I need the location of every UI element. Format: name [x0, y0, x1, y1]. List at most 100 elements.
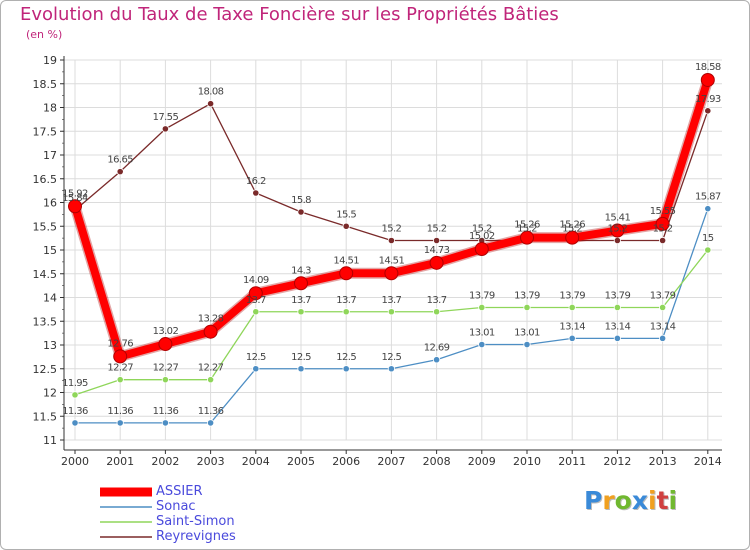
data-point-sonac — [432, 356, 441, 364]
data-label-saint-simon: 13.7 — [291, 295, 311, 306]
y-tick-label: 16.5 — [33, 173, 58, 186]
data-point-saint-simon — [297, 308, 305, 316]
data-label-sonac: 11.36 — [62, 406, 88, 417]
data-point-reyrevignes — [252, 189, 260, 197]
data-label-sonac: 11.36 — [107, 406, 133, 417]
data-label-saint-simon: 13.79 — [469, 290, 495, 301]
data-point-sonac — [161, 419, 169, 427]
data-point-sonac — [478, 340, 486, 349]
y-tick-label: 15 — [43, 244, 57, 257]
x-tick-label: 2001 — [106, 455, 134, 468]
x-tick-label: 2011 — [558, 455, 586, 468]
data-point-assier — [655, 216, 670, 231]
data-label-reyrevignes: 15.2 — [381, 224, 401, 235]
data-point-sonac — [658, 334, 667, 342]
y-tick-label: 12.5 — [33, 363, 58, 376]
data-point-assier — [520, 230, 534, 245]
x-tick-label: 2004 — [242, 455, 270, 468]
data-point-assier — [68, 199, 82, 214]
data-label-saint-simon: 12.27 — [198, 363, 224, 374]
data-label-saint-simon: 12.27 — [153, 363, 179, 374]
data-point-sonac — [387, 365, 395, 373]
data-point-sonac — [207, 419, 215, 427]
y-tick-label: 17 — [43, 149, 57, 162]
y-tick-label: 18.5 — [33, 78, 58, 91]
data-point-assier — [610, 223, 625, 238]
legend-item-reyrevignes: Reyrevignes — [100, 529, 236, 544]
data-label-reyrevignes: 17.55 — [153, 112, 179, 123]
data-label-assier: 12.76 — [107, 338, 133, 349]
x-tick-label: 2013 — [649, 455, 677, 468]
data-point-assier — [429, 255, 444, 270]
data-point-reyrevignes — [297, 208, 305, 216]
data-label-assier: 13.02 — [153, 326, 179, 337]
y-tick-label: 13.5 — [33, 315, 58, 328]
data-label-assier: 15.92 — [62, 188, 88, 199]
data-label-reyrevignes: 15.8 — [291, 195, 311, 206]
data-point-assier — [158, 337, 173, 352]
data-label-assier: 14.09 — [243, 275, 269, 286]
data-point-sonac — [568, 334, 576, 342]
data-point-saint-simon — [478, 303, 486, 312]
x-tick-label: 2010 — [513, 455, 541, 468]
y-tick-label: 15.5 — [33, 220, 58, 233]
logo-letter: t — [656, 486, 669, 515]
data-point-reyrevignes — [342, 222, 350, 230]
data-point-reyrevignes — [613, 236, 622, 245]
data-label-reyrevignes: 18.08 — [198, 87, 224, 98]
data-point-saint-simon — [71, 391, 79, 399]
x-tick-label: 2005 — [287, 455, 315, 468]
y-tick-label: 14.5 — [33, 268, 58, 281]
data-label-saint-simon: 13.79 — [514, 290, 540, 301]
data-label-assier: 14.3 — [291, 265, 311, 276]
x-tick-label: 2006 — [332, 455, 360, 468]
data-label-reyrevignes: 17.93 — [695, 94, 721, 105]
data-point-reyrevignes — [207, 100, 215, 108]
data-point-saint-simon — [568, 303, 576, 312]
data-label-assier: 14.51 — [333, 255, 359, 266]
data-label-assier: 15.41 — [605, 213, 631, 224]
data-point-saint-simon — [387, 308, 395, 316]
y-tick-label: 14 — [43, 292, 57, 305]
data-label-assier: 15.26 — [559, 220, 585, 231]
proxiti-logo: Proxiti — [584, 486, 677, 515]
data-label-sonac: 12.69 — [424, 343, 450, 354]
data-label-saint-simon: 12.27 — [107, 363, 133, 374]
data-point-assier — [248, 286, 263, 301]
data-point-assier — [384, 266, 399, 281]
y-tick-label: 17.5 — [33, 125, 58, 138]
data-point-assier — [203, 324, 218, 339]
x-tick-label: 2007 — [377, 455, 405, 468]
data-point-sonac — [523, 340, 531, 349]
logo-letter: P — [584, 486, 603, 515]
data-label-saint-simon: 13.79 — [650, 290, 676, 301]
data-point-assier — [339, 266, 354, 281]
data-label-saint-simon: 13.7 — [246, 295, 266, 306]
data-label-sonac: 13.01 — [469, 328, 495, 339]
data-label-saint-simon: 15 — [702, 233, 714, 244]
data-label-sonac: 13.01 — [514, 328, 540, 339]
data-label-saint-simon: 13.7 — [336, 295, 356, 306]
data-label-sonac: 11.36 — [198, 406, 224, 417]
x-tick-label: 2014 — [694, 455, 722, 468]
logo-letter: r — [602, 486, 615, 515]
data-point-saint-simon — [161, 376, 169, 384]
chart-title: Evolution du Taux de Taxe Foncière sur l… — [20, 4, 559, 25]
legend-label-reyrevignes: Reyrevignes — [156, 529, 236, 544]
data-label-reyrevignes: 16.2 — [246, 176, 266, 187]
data-label-reyrevignes: 15.2 — [517, 224, 537, 235]
data-point-saint-simon — [658, 303, 667, 312]
data-label-reyrevignes: 15.2 — [472, 224, 492, 235]
y-tick-label: 19 — [43, 54, 57, 67]
data-point-sonac — [297, 365, 305, 373]
logo-letter: i — [648, 486, 657, 515]
data-label-sonac: 11.36 — [153, 406, 179, 417]
data-label-sonac: 13.14 — [650, 321, 676, 332]
data-label-assier: 14.51 — [379, 255, 405, 266]
data-label-saint-simon: 13.79 — [605, 290, 631, 301]
data-label-reyrevignes: 15.2 — [562, 224, 582, 235]
data-point-saint-simon — [342, 308, 350, 316]
data-point-sonac — [116, 419, 124, 427]
data-label-assier: 15.55 — [650, 206, 676, 217]
